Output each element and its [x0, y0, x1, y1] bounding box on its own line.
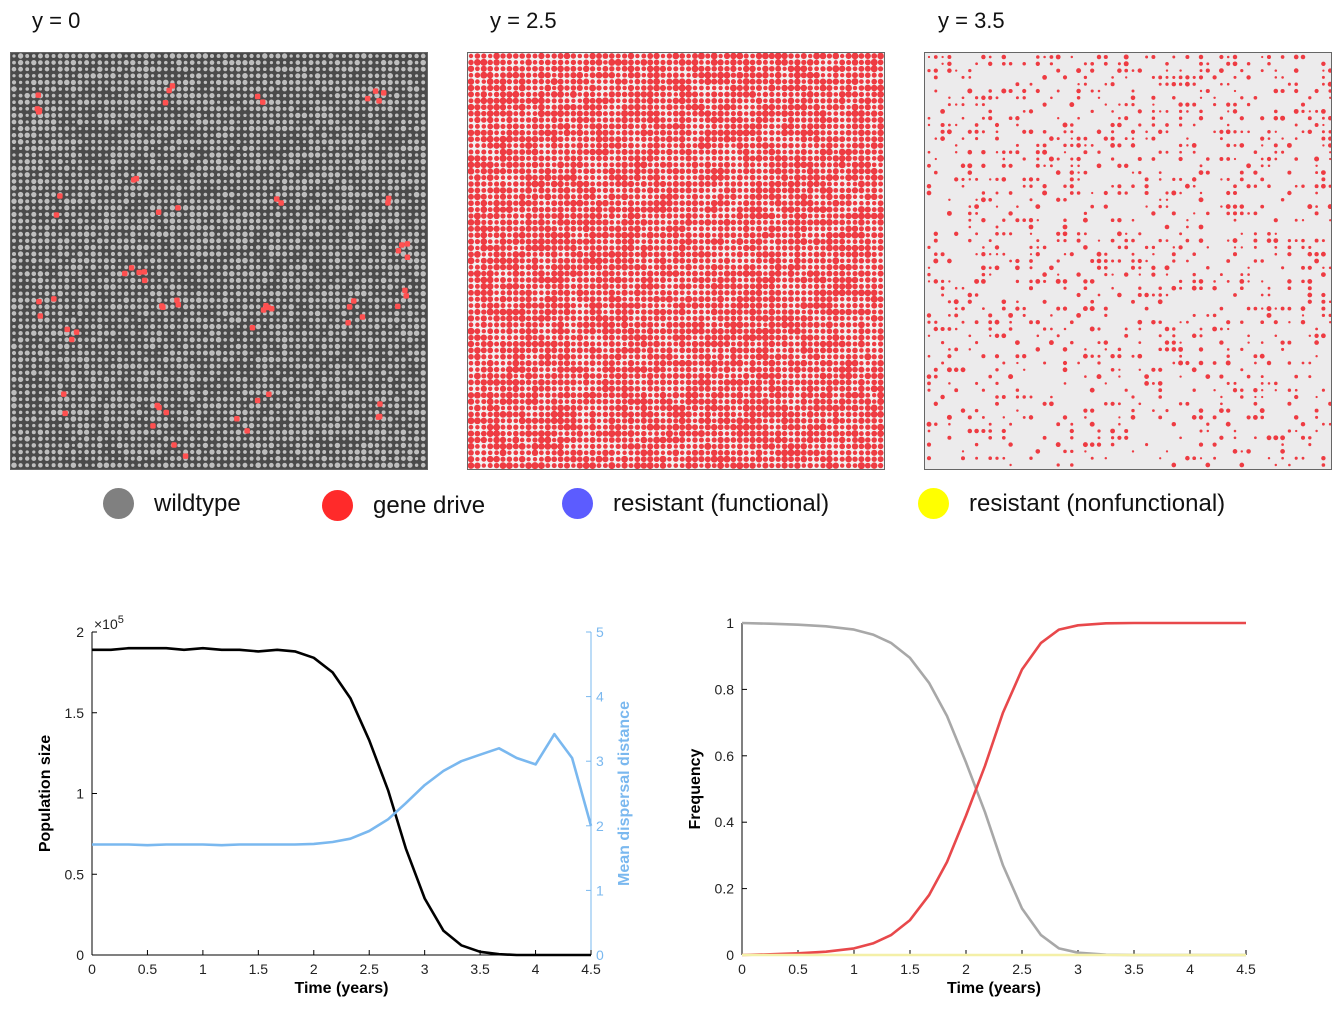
chart0-y-tick-label: 0.5 — [65, 866, 85, 882]
legend-wildtype: wildtype — [103, 488, 241, 519]
chart0-y-exponent-label: ×105 — [94, 614, 124, 632]
legend-label-resistant-nonfunctional: resistant (nonfunctional) — [969, 489, 1226, 517]
chart0-x-tick-label: 0.5 — [138, 961, 158, 977]
panel-title-1: y = 0 — [32, 8, 81, 33]
simulation-grid-y2-5 — [468, 53, 884, 469]
chart0-x-tick-label: 0 — [88, 961, 96, 977]
panel-title-3: y = 3.5 — [938, 8, 1005, 33]
chart0-x-tick-label: 1 — [199, 961, 207, 977]
chart0-x-tick-label: 1.5 — [249, 961, 269, 977]
simulation-grid-y3-5 — [925, 53, 1331, 469]
gene-drive-clusters — [34, 83, 411, 459]
chart0-x-tick-label: 4.5 — [581, 961, 601, 977]
panel-title-2: y = 2.5 — [490, 8, 557, 33]
gene-drive-dots-sparse — [926, 54, 1331, 468]
legend-dot-resistant-nonfunctional — [918, 488, 949, 519]
chart0-y2-tick-label: 5 — [596, 624, 604, 640]
chart0-y2-tick-label: 1 — [596, 882, 604, 898]
legend-resistant-functional: resistant (functional) — [562, 488, 829, 519]
legend-label-gene-drive: gene drive — [373, 491, 486, 519]
chart0-x-tick-label: 3 — [421, 961, 429, 977]
chart0-y2-axis-label: Mean dispersal distance — [616, 701, 633, 886]
simulation-grid-y0 — [11, 53, 427, 469]
legend-dot-gene-drive — [322, 490, 353, 521]
wildtype-dots — [11, 53, 426, 469]
simulation-panel-y2-5 — [467, 52, 885, 470]
chart0-y2-tick-label: 3 — [596, 753, 604, 769]
legend-gene-drive: gene drive — [322, 490, 485, 521]
chart0-x-axis-label: Time (years) — [295, 980, 389, 997]
chart0-y-axis-label: Population size — [37, 735, 54, 852]
chart0-x-tick-label: 4 — [532, 961, 540, 977]
chart0-series-line-1 — [92, 732, 593, 847]
legend-label-wildtype: wildtype — [154, 489, 241, 517]
chart0-x-tick-label: 3.5 — [470, 961, 490, 977]
legend-resistant-nonfunctional: resistant (nonfunctional) — [918, 488, 1225, 519]
chart0-y2-tick-label: 4 — [596, 689, 604, 705]
chart0-y-tick-label: 0 — [76, 947, 84, 963]
chart0-y-tick-label: 1 — [76, 786, 84, 802]
legend-dot-resistant-functional — [562, 488, 593, 519]
chart0-y2-tick-label: 0 — [596, 947, 604, 963]
chart0-x-tick-label: 2.5 — [359, 961, 379, 977]
chart0-series-line-0 — [92, 646, 591, 957]
simulation-panel-y0 — [10, 52, 428, 470]
legend-dot-wildtype — [103, 488, 134, 519]
chart0-y-tick-label: 2 — [76, 624, 84, 640]
simulation-panel-y3-5 — [924, 52, 1332, 470]
chart0-y2-tick-label: 2 — [596, 818, 604, 834]
gene-drive-dots — [468, 53, 884, 469]
legend-label-resistant-functional: resistant (functional) — [613, 489, 830, 517]
chart0-x-tick-label: 2 — [310, 961, 318, 977]
chart0-y-tick-label: 1.5 — [65, 705, 85, 721]
